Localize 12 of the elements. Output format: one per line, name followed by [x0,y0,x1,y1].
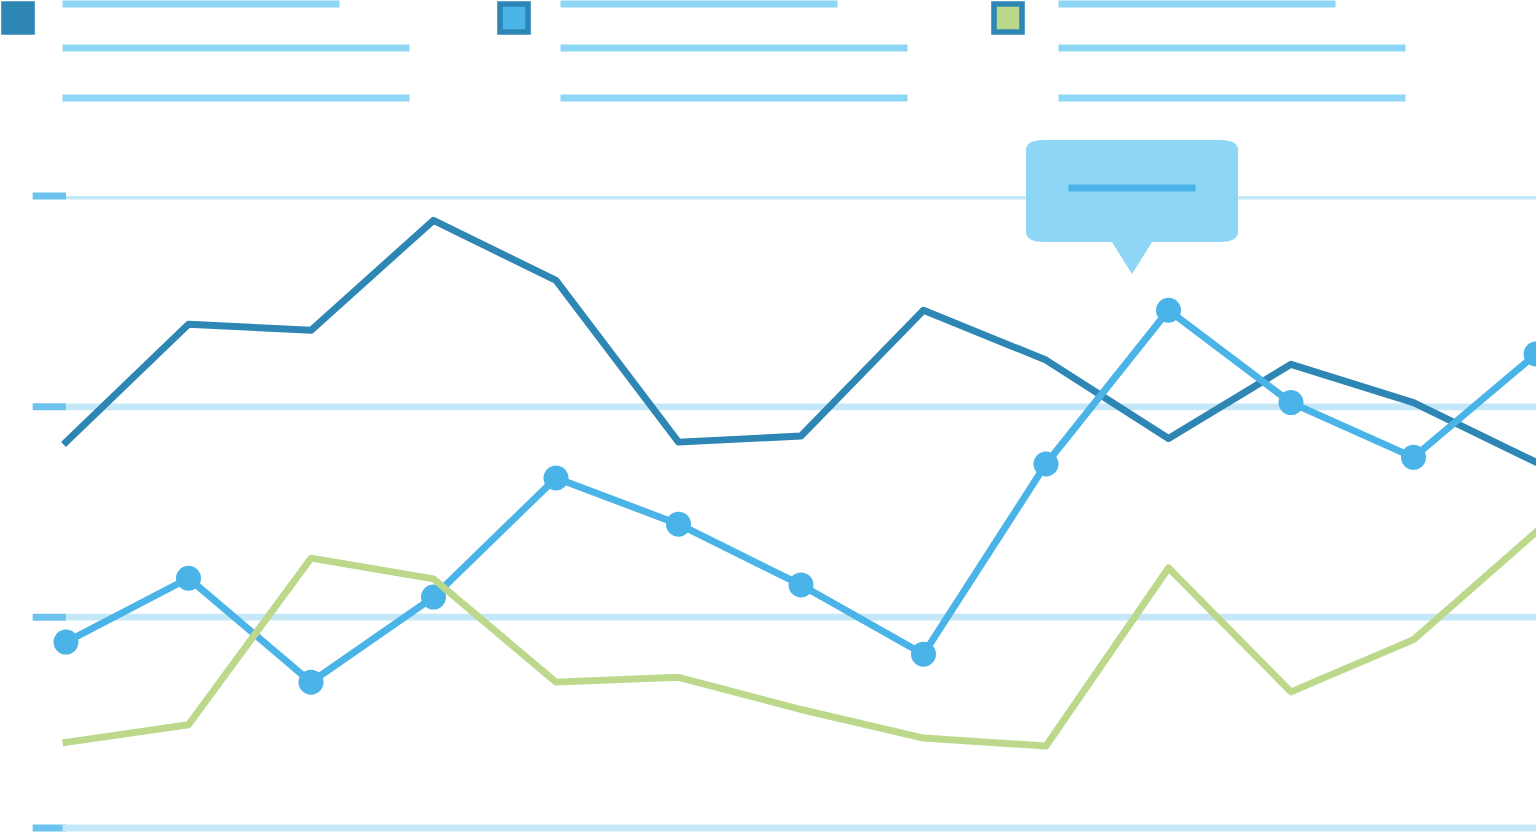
point [666,511,691,537]
point [1156,297,1181,323]
point [1401,444,1426,470]
point [911,641,936,667]
point [298,669,324,695]
point [543,465,569,491]
point [1278,390,1304,416]
point [421,584,446,610]
point [1033,451,1059,477]
point [788,572,814,598]
point [53,629,79,655]
point [176,565,201,591]
